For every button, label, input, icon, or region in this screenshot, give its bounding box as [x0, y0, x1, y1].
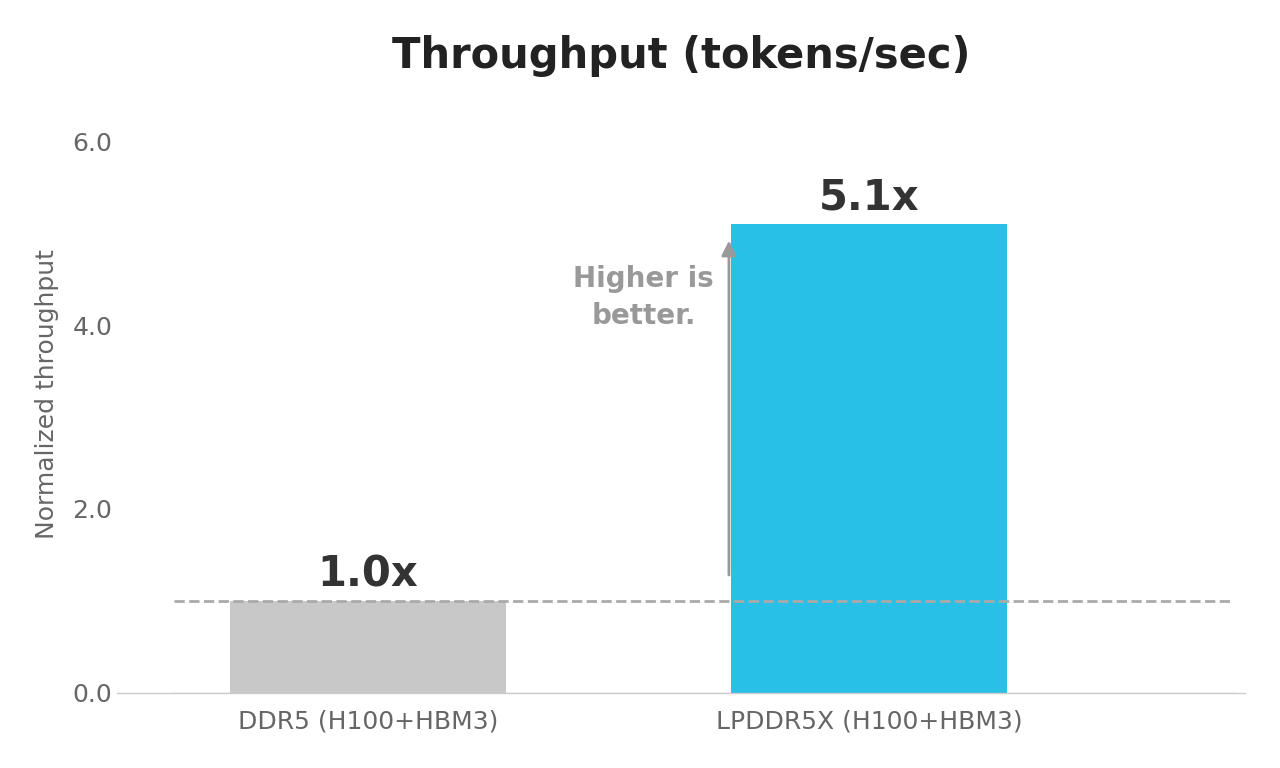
Y-axis label: Normalized throughput: Normalized throughput [35, 249, 59, 539]
Bar [731, 224, 1007, 693]
Text: Higher is
better.: Higher is better. [573, 265, 714, 330]
Title: Throughput (tokens/sec): Throughput (tokens/sec) [392, 35, 970, 77]
Bar [230, 601, 506, 693]
Text: 1.0x: 1.0x [317, 553, 419, 595]
Text: 5.1x: 5.1x [819, 177, 919, 219]
